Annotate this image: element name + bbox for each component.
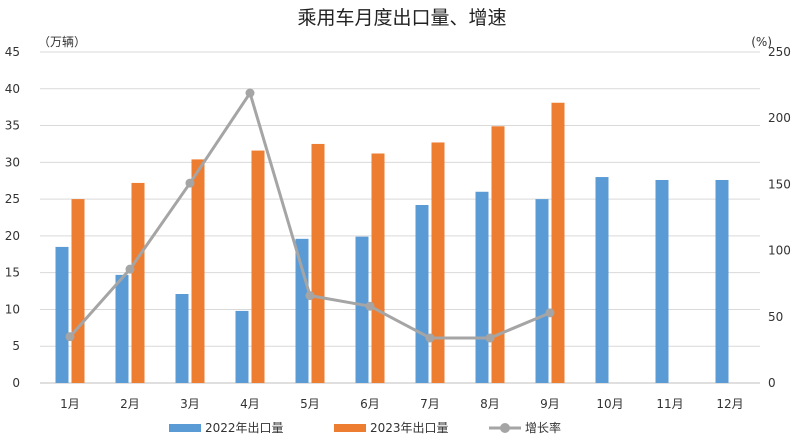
bar [131,182,145,383]
category-label: 11月 [656,397,683,411]
bar [535,199,549,383]
right-tick-label: 250 [768,45,791,59]
line-point [365,301,375,311]
bar [475,191,489,383]
category-label: 3月 [180,397,200,411]
line-point [425,333,435,343]
chart-title: 乘用车月度出口量、增速 [297,7,506,29]
category-label: 6月 [360,397,380,411]
left-tick-label: 45 [5,45,20,59]
left-tick-label: 35 [5,119,20,133]
left-axis-unit: （万辆） [38,35,86,49]
bar [251,150,265,383]
legend-label: 2023年出口量 [370,421,449,435]
bar [431,142,445,383]
line-point [185,178,195,188]
category-label: 7月 [420,397,440,411]
bar [311,143,325,383]
bar [71,199,85,383]
left-axis: 0 5 10 15 20 25 30 35 40 45 [5,45,20,390]
bar [55,246,69,383]
x-axis: 1月 2月 3月 4月 5月 6月 7月 8月 9月 10月 11月 12月 [60,397,743,411]
right-axis: 0 50 100 150 200 250 [768,45,791,390]
line-point [545,308,555,318]
legend-label: 2022年出口量 [205,421,284,435]
line-point [245,88,255,98]
right-tick-label: 150 [768,177,791,191]
left-tick-label: 10 [5,302,20,316]
category-label: 2月 [120,397,140,411]
bars [55,102,729,384]
category-label: 8月 [480,397,500,411]
line-point [125,264,135,274]
bar [655,179,669,383]
left-tick-label: 40 [5,82,20,96]
legend-swatch [334,424,366,432]
legend-marker [500,423,510,433]
line-point [305,291,315,301]
bar [115,274,129,383]
legend: 2022年出口量 2023年出口量 增长率 [169,420,561,435]
line-point [485,333,495,343]
legend-swatch [169,424,201,432]
category-label: 10月 [596,397,623,411]
legend-label: 增长率 [525,420,561,435]
category-label: 12月 [716,397,743,411]
left-tick-label: 25 [5,192,20,206]
left-tick-label: 0 [12,376,20,390]
bar [415,204,429,383]
bar [551,102,565,384]
left-tick-label: 20 [5,229,20,243]
bar [595,177,609,383]
right-tick-label: 0 [768,376,776,390]
right-tick-label: 50 [768,310,783,324]
bar [191,159,205,383]
bar [355,236,369,383]
category-label: 4月 [240,397,260,411]
left-tick-label: 5 [12,339,20,353]
right-axis-unit: (%) [751,35,772,49]
left-tick-label: 30 [5,155,20,169]
category-label: 9月 [540,397,560,411]
bar [235,310,249,383]
category-label: 5月 [300,397,320,411]
line-point [65,332,75,342]
bar [175,293,189,383]
left-tick-label: 15 [5,266,20,280]
bar [491,126,505,384]
category-label: 1月 [60,397,80,411]
bar [715,179,729,383]
bar [371,153,385,383]
right-tick-label: 100 [768,244,791,258]
bar [295,238,309,383]
right-tick-label: 200 [768,111,791,125]
gridlines [40,51,760,384]
growth-line [65,88,555,343]
